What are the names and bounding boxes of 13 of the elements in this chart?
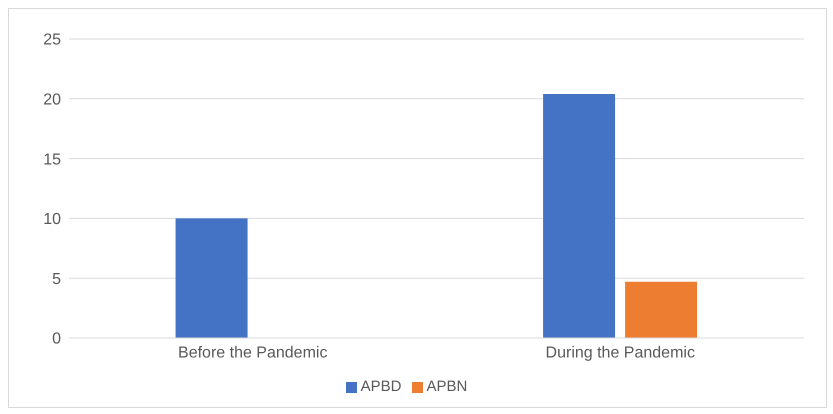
legend-label: APBN [426, 378, 468, 395]
y-tick-label: 5 [52, 270, 62, 288]
y-tick-label: 15 [43, 151, 62, 168]
x-tick-label: During the Pandemic [546, 344, 695, 362]
y-tick-label: 10 [43, 211, 62, 228]
bar [625, 282, 698, 338]
y-tick-label: 25 [43, 32, 62, 49]
y-tick-label: 0 [52, 330, 62, 348]
bar [543, 94, 616, 338]
bar [176, 218, 248, 338]
x-tick-label: Before the Pandemic [178, 344, 328, 362]
y-tick-label: 20 [43, 91, 62, 108]
legend-label: APBD [360, 378, 402, 395]
